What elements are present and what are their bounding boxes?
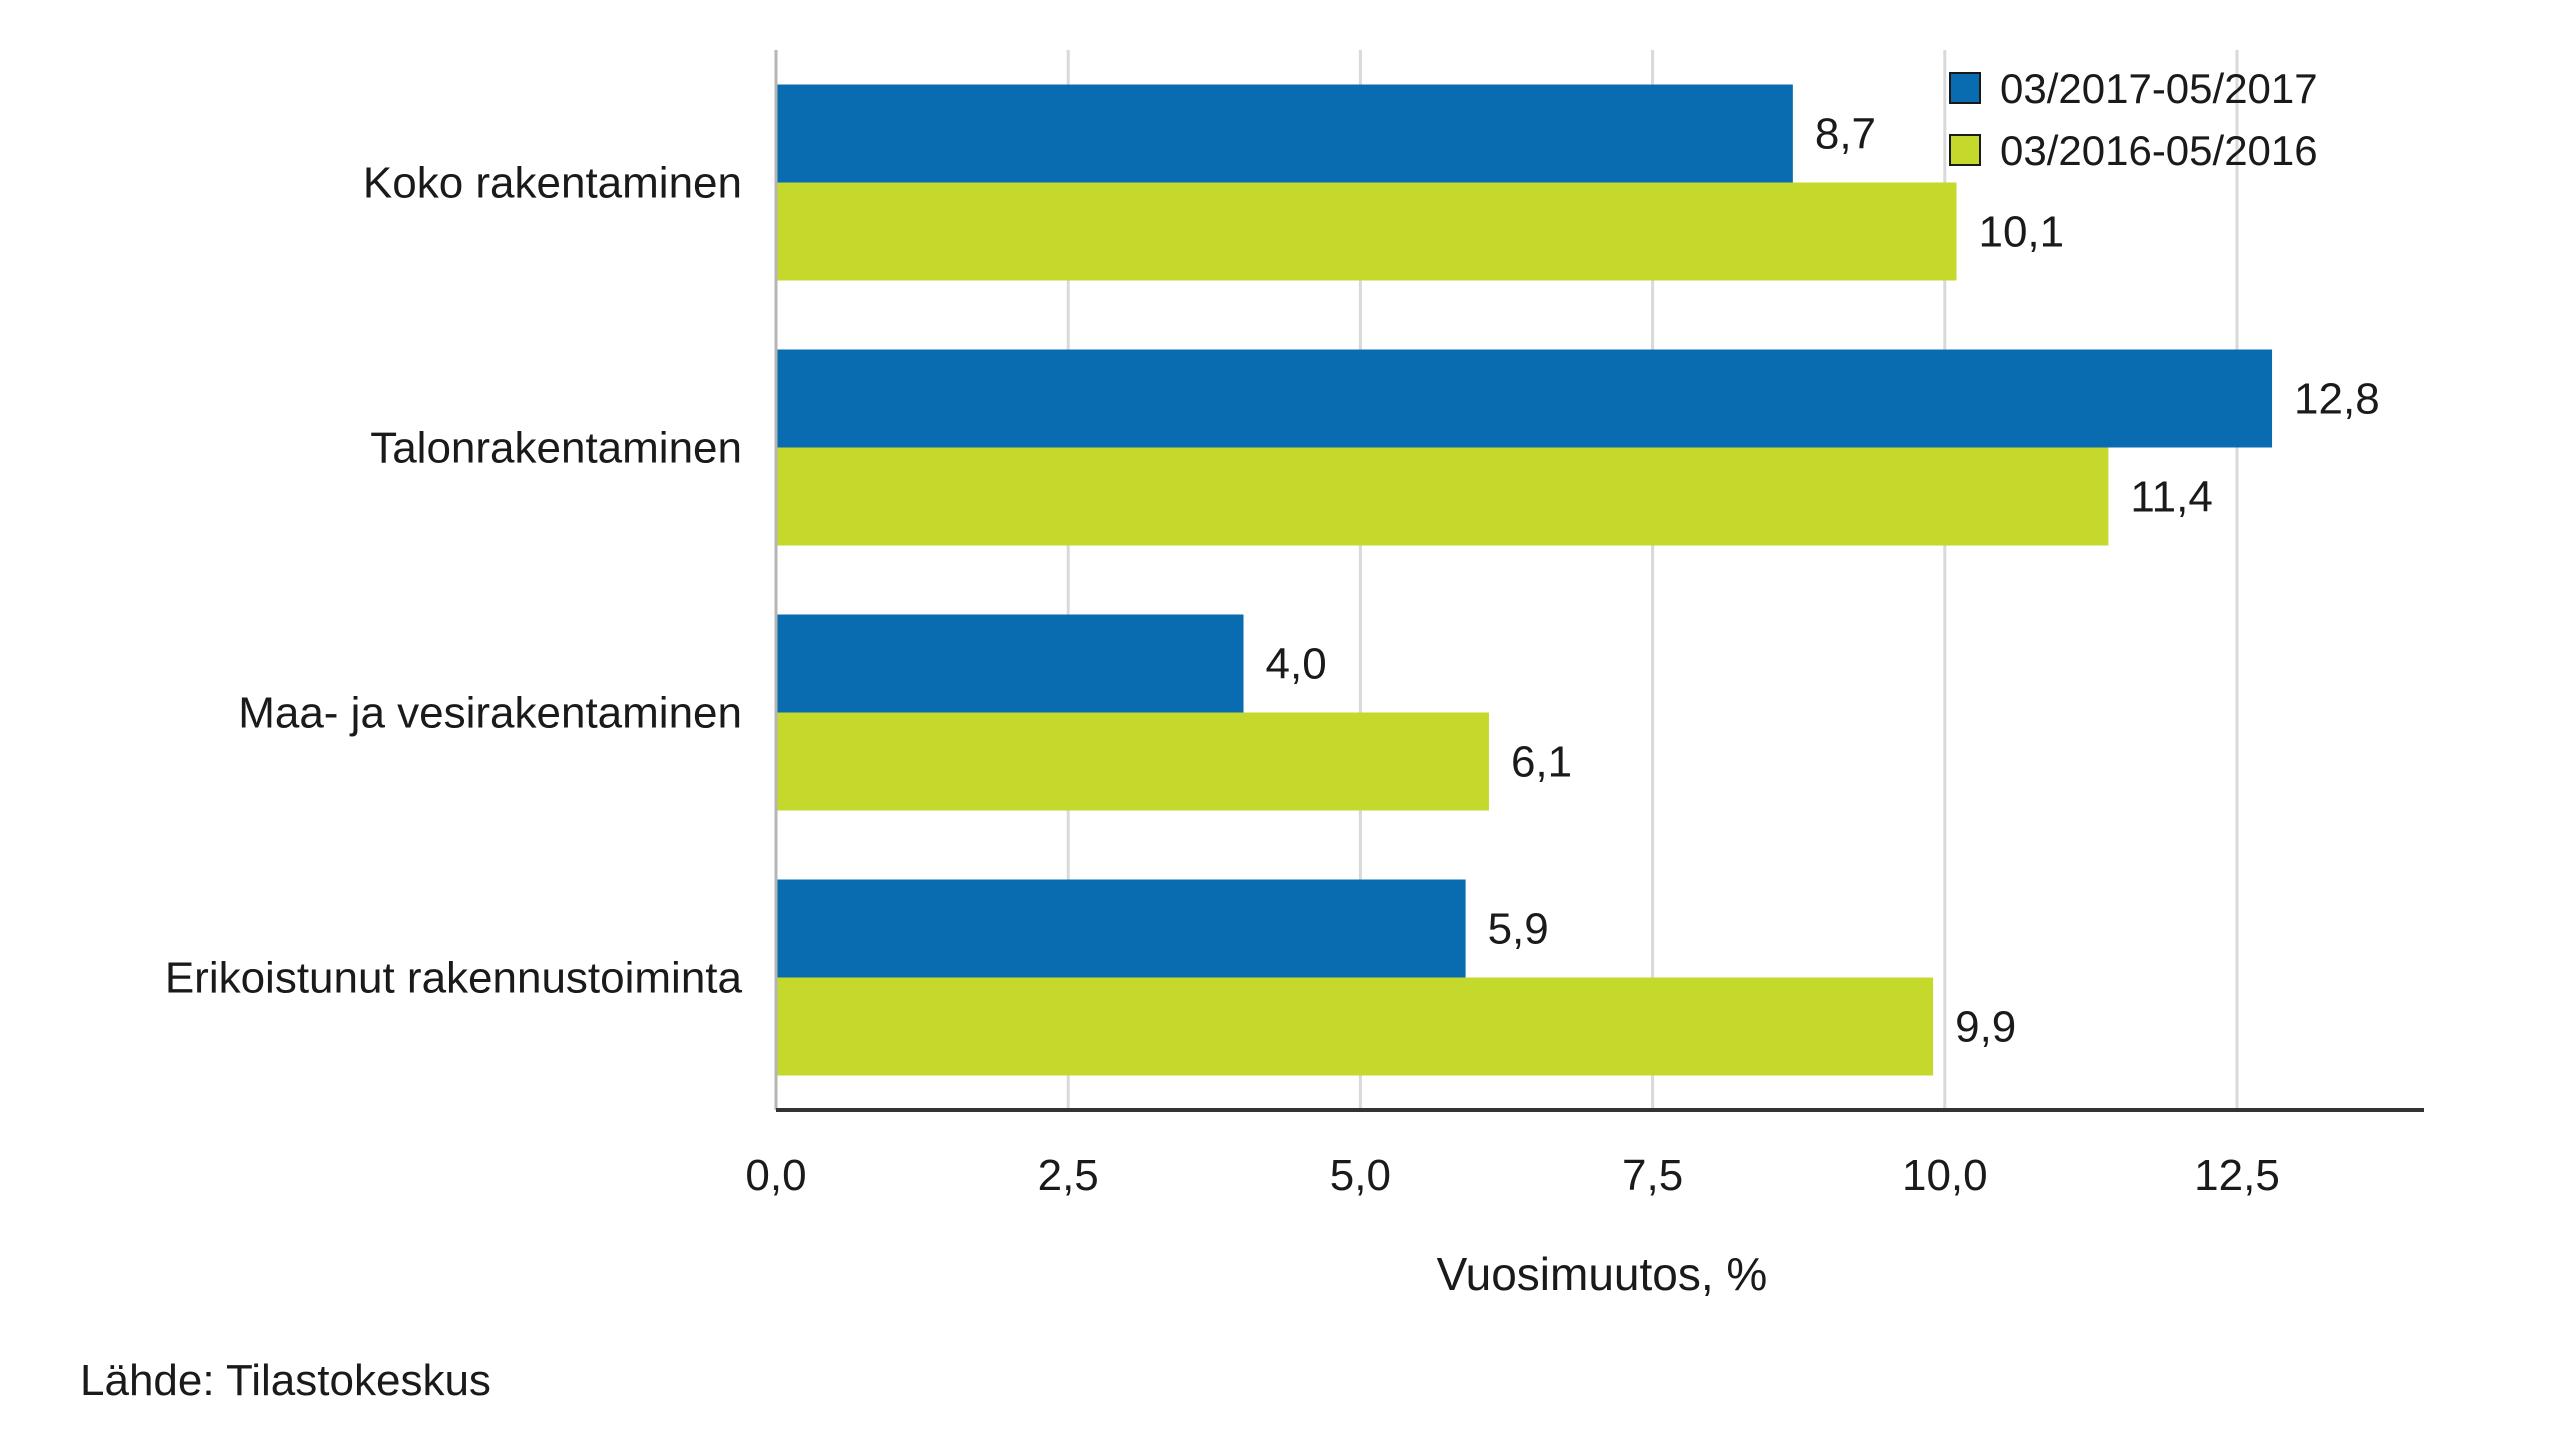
- bar: [776, 349, 2273, 448]
- data-label: 4,0: [1266, 640, 1327, 689]
- x-tick-label: 10,0: [1902, 1151, 1988, 1200]
- data-label: 5,9: [1488, 905, 1549, 954]
- legend-label: 03/2016-05/2016: [2000, 127, 2318, 174]
- legend-swatch: [1949, 134, 1981, 166]
- x-tick-label: 7,5: [1622, 1151, 1683, 1200]
- data-label: 9,9: [1955, 1003, 2016, 1052]
- data-label: 8,7: [1815, 110, 1876, 159]
- legend-label: 03/2017-05/2017: [2000, 65, 2318, 112]
- bar: [776, 879, 1466, 978]
- bar: [776, 182, 1957, 281]
- bar: [776, 977, 1934, 1076]
- category-label: Erikoistunut rakennustoiminta: [165, 954, 743, 1003]
- legend-swatch: [1949, 72, 1981, 104]
- category-label: Maa- ja vesirakentaminen: [238, 689, 742, 738]
- bar: [776, 84, 1793, 183]
- x-tick-label: 5,0: [1330, 1151, 1391, 1200]
- bar: [776, 712, 1489, 811]
- x-tick-label: 12,5: [2194, 1151, 2280, 1200]
- data-label: 10,1: [1978, 208, 2064, 257]
- labels: 0,0 2,5 5,0 7,5 10,0 12,5 8,7 10,1 Koko rakentam…: [165, 110, 2380, 1201]
- data-label: 6,1: [1511, 738, 1572, 787]
- data-label: 12,8: [2294, 375, 2380, 424]
- bar: [776, 447, 2109, 546]
- data-label: 11,4: [2130, 473, 2212, 522]
- axes: [774, 50, 2424, 1112]
- x-tick-label: 0,0: [745, 1151, 806, 1200]
- category-label: Talonrakentaminen: [370, 424, 742, 473]
- x-axis-title: Vuosimuutos, %: [1437, 1248, 1768, 1300]
- category-label: Koko rakentaminen: [363, 159, 742, 208]
- bar: [776, 614, 1244, 713]
- x-tick-label: 2,5: [1038, 1151, 1099, 1200]
- source-note: Lähde: Tilastokeskus: [80, 1356, 491, 1405]
- bars: [776, 84, 2273, 1076]
- legend: 03/2017-05/2017 03/2016-05/2016: [1949, 65, 2318, 174]
